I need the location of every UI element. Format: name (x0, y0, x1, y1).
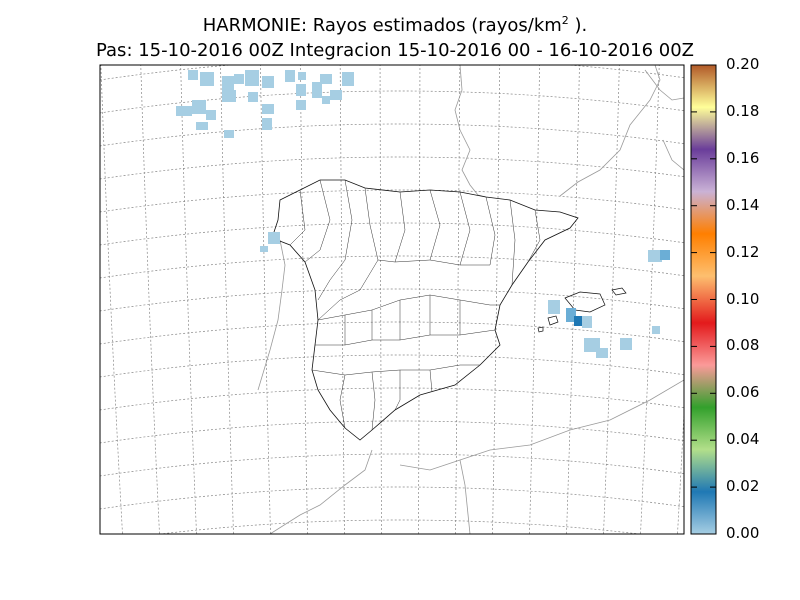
title-superscript: 2 (561, 14, 569, 27)
meridian-line (299, 65, 308, 534)
lightning-cell (342, 72, 354, 86)
meridian-line (379, 65, 382, 534)
lightning-cell (234, 74, 244, 84)
colorbar-tick-label: 0.16 (726, 148, 760, 167)
meridian-line (140, 65, 160, 534)
lightning-cell (196, 122, 208, 130)
lightning-cell (296, 100, 306, 110)
lightning-cell (262, 104, 274, 114)
parallel-line (100, 189, 684, 213)
lightning-cell (222, 76, 234, 90)
lightning-cell (268, 232, 280, 244)
lightning-cell (596, 348, 608, 358)
lightning-cell (260, 246, 268, 252)
title-suffix: ). (568, 15, 588, 36)
coastlines-other (257, 65, 684, 534)
lightning-cell (262, 76, 274, 88)
meridian-line (455, 65, 461, 534)
lightning-cell (285, 70, 295, 82)
colorbar-tick-label: 0.00 (726, 524, 760, 542)
map-area (100, 65, 684, 534)
colorbar-tick-label: 0.02 (726, 477, 760, 496)
meridian-line (640, 65, 660, 534)
lightning-cell (582, 316, 592, 328)
meridian-line (220, 65, 234, 534)
meridian-line (339, 65, 345, 534)
colorbar-tick-label: 0.06 (726, 383, 760, 402)
meridian-line (60, 40, 87, 560)
parallel-line (80, 553, 720, 578)
lightning-cell (222, 90, 236, 102)
parallel-line (157, 519, 643, 534)
colorbar-tick-label: 0.18 (726, 101, 760, 120)
meridian-line (492, 65, 501, 534)
map-frame (99, 64, 685, 535)
colorbar-tick-label: 0.20 (726, 55, 760, 73)
lightning-cell (245, 70, 259, 86)
lightning-cell (660, 250, 670, 260)
meridian-line (418, 65, 421, 534)
colorbar-tick-label: 0.08 (726, 336, 760, 355)
lightning-cell (200, 72, 214, 86)
lightning-cells (176, 70, 670, 358)
parallel-line (100, 420, 684, 444)
lightning-cell (192, 100, 206, 114)
lightning-cell (248, 92, 258, 102)
parallel-line (100, 453, 684, 477)
lightning-cell (648, 250, 662, 262)
lightning-cell (574, 316, 582, 326)
colorbar-tick-label: 0.14 (726, 195, 760, 214)
colorbar-tick-label: 0.10 (726, 289, 760, 308)
lightning-cell (322, 96, 330, 104)
colorbar-ticks (691, 64, 716, 535)
map-title-line1: HARMONIE: Rayos estimados (rayos/km2 ). (0, 14, 790, 36)
lightning-cell (620, 338, 632, 350)
parallel-line (100, 156, 684, 180)
parallel-line (100, 354, 684, 378)
parallel-line (100, 222, 684, 246)
spain-outline (271, 179, 579, 441)
lightning-cell (330, 90, 342, 100)
lightning-cell (296, 84, 306, 96)
lightning-cell (176, 106, 192, 116)
lightning-cell (320, 74, 332, 84)
lightning-cell (188, 70, 198, 80)
meridian-line (260, 65, 271, 534)
lightning-cell (548, 300, 560, 314)
lightning-cell (566, 308, 576, 322)
meridian-line (100, 65, 123, 534)
parallel-line (100, 255, 684, 279)
parallel-line (100, 486, 684, 510)
balearic-islands (537, 287, 627, 333)
colorbar-tick-label: 0.04 (726, 430, 760, 449)
meridian-line (677, 406, 684, 534)
parallel-line (100, 288, 684, 312)
lightning-cell (298, 72, 306, 80)
lightning-cell (206, 110, 216, 120)
lightning-cell (652, 326, 660, 334)
lightning-cell (312, 82, 322, 98)
lightning-cell (262, 118, 272, 130)
meridian-line (566, 65, 580, 534)
graticule-meridians (60, 40, 684, 560)
meridian-line (529, 65, 540, 534)
title-text: HARMONIE: Rayos estimados (rayos/km (202, 15, 562, 36)
colorbar-tick-label: 0.12 (726, 242, 760, 261)
lightning-cell (224, 130, 234, 138)
parallel-line (100, 123, 684, 147)
map-title-line2: Pas: 15-10-2016 00Z Integracion 15-10-20… (95, 40, 694, 61)
parallel-line (100, 90, 684, 114)
